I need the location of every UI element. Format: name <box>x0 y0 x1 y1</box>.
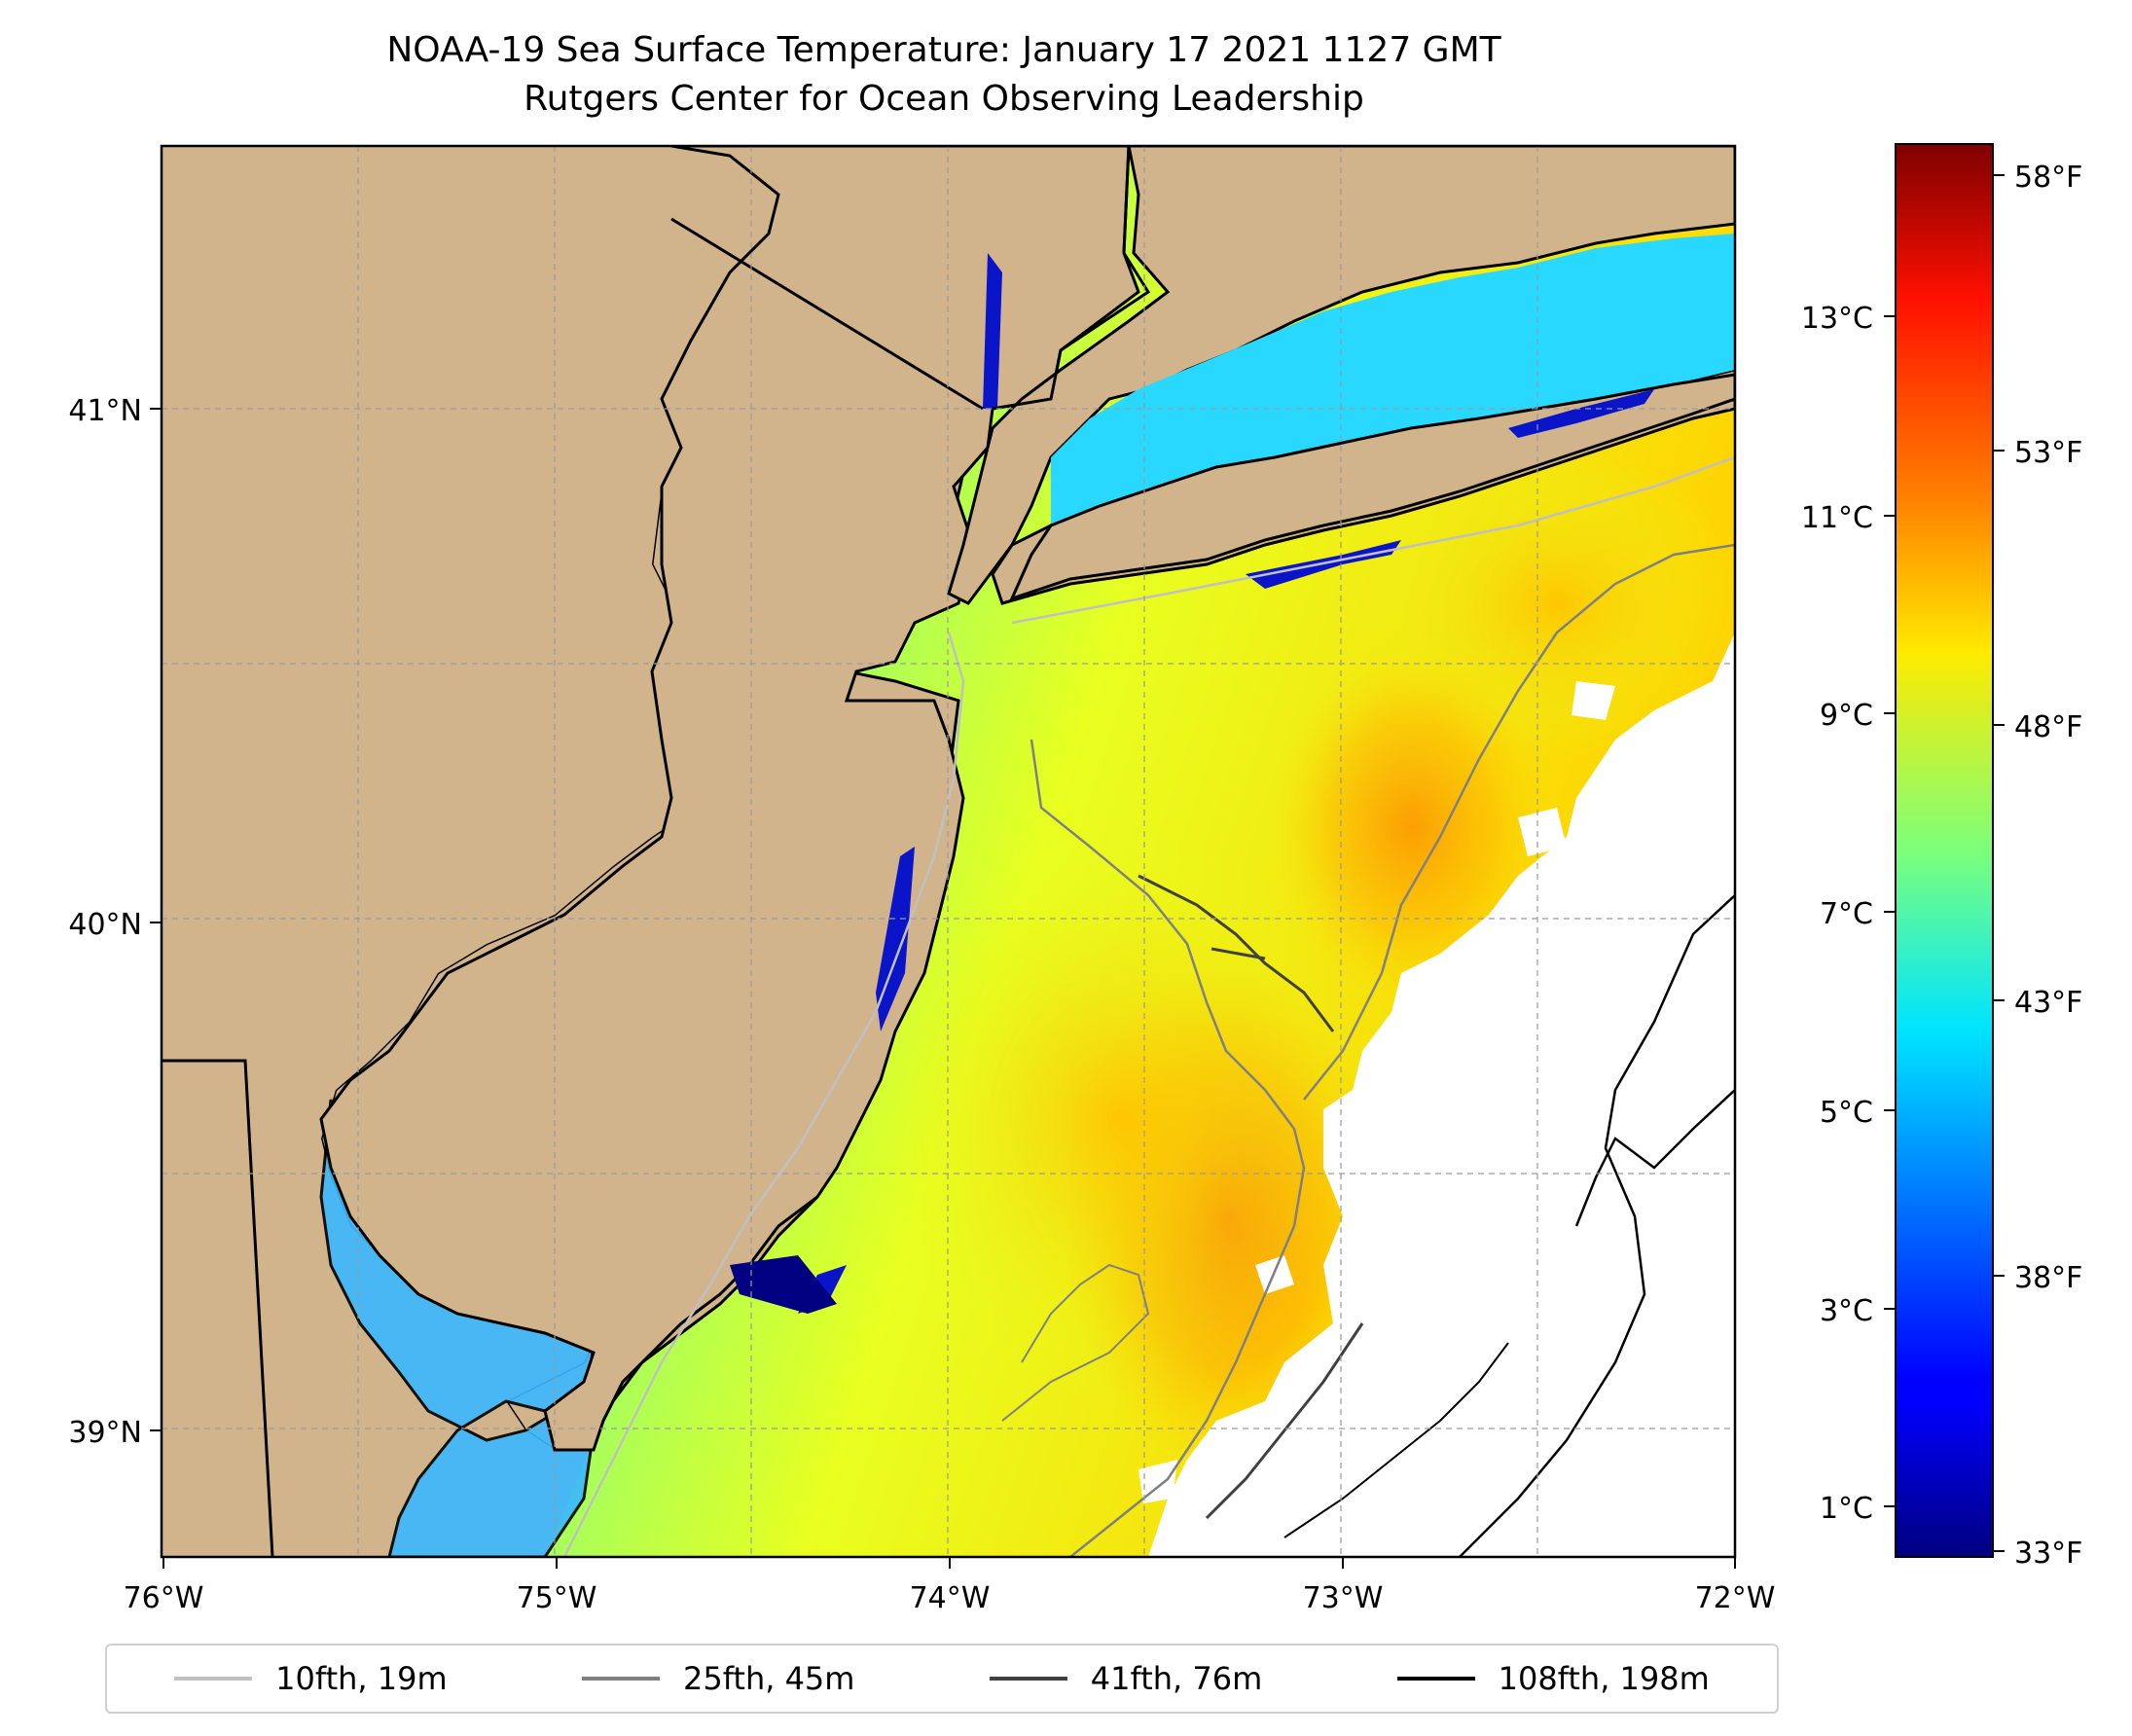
celsius-tick: 1°C <box>1820 1492 1873 1526</box>
map-frame <box>160 144 1737 1559</box>
legend-item-25fth: 25fth, 45m <box>581 1660 855 1697</box>
legend-item-108fth: 108fth, 198m <box>1396 1660 1710 1697</box>
contour-108fth <box>1459 894 1735 1557</box>
contour-10fth <box>562 632 965 1557</box>
legend-label: 10fth, 19m <box>275 1660 448 1697</box>
lon-tick-label: 75°W <box>517 1581 597 1615</box>
legend-swatch <box>1396 1677 1475 1681</box>
legend-item-41fth: 41fth, 76m <box>989 1660 1263 1697</box>
lat-tick-label: 41°N <box>68 394 142 428</box>
colorbar-f-ticks <box>1993 174 2005 1552</box>
land-new-york <box>947 146 1735 605</box>
land-nj-coast <box>319 146 1140 1452</box>
legend-label: 108fth, 198m <box>1498 1660 1710 1697</box>
fahrenheit-tick: 53°F <box>2014 436 2082 470</box>
gridlines <box>162 146 1735 1557</box>
contour-legend: 10fth, 19m 25fth, 45m 41fth, 76m 108fth,… <box>105 1644 1779 1714</box>
legend-swatch <box>174 1677 253 1681</box>
colorbar-c-ticks <box>1884 315 1896 1507</box>
celsius-tick: 13°C <box>1801 302 1873 336</box>
chart-subtitle: Rutgers Center for Ocean Observing Leade… <box>524 79 1364 119</box>
legend-label: 41fth, 76m <box>1090 1660 1263 1697</box>
land-pennsylvania <box>162 146 778 1557</box>
lon-tick-label: 74°W <box>910 1581 991 1615</box>
contour-41fth <box>1138 874 1335 1032</box>
lon-tick-label: 76°W <box>124 1581 204 1615</box>
long-island-sound <box>1051 234 1735 525</box>
lat-axis <box>150 408 162 1431</box>
lon-tick-label: 73°W <box>1303 1581 1384 1615</box>
fahrenheit-tick: 48°F <box>2014 710 2082 744</box>
contour-25fth <box>1030 739 1306 1557</box>
legend-swatch <box>989 1677 1067 1681</box>
celsius-tick: 11°C <box>1801 501 1873 535</box>
celsius-tick: 5°C <box>1820 1096 1873 1130</box>
fahrenheit-tick: 38°F <box>2014 1261 2082 1295</box>
no-data-region <box>1148 633 1735 1557</box>
fahrenheit-tick: 33°F <box>2014 1537 2082 1571</box>
lat-tick-label: 40°N <box>68 908 142 942</box>
fahrenheit-tick: 43°F <box>2014 986 2082 1020</box>
celsius-tick: 9°C <box>1820 699 1873 733</box>
colorbar <box>1895 143 1994 1558</box>
legend-label: 25fth, 45m <box>682 1660 855 1697</box>
celsius-tick: 7°C <box>1820 897 1873 931</box>
lat-tick-label: 39°N <box>68 1416 142 1450</box>
lon-tick-label: 72°W <box>1695 1581 1776 1615</box>
state-border <box>670 217 984 411</box>
chart-title: NOAA-19 Sea Surface Temperature: January… <box>386 30 1501 70</box>
lon-axis <box>163 1557 1736 1569</box>
legend-swatch <box>581 1677 660 1681</box>
legend-item-10fth: 10fth, 19m <box>174 1660 448 1697</box>
celsius-tick: 3°C <box>1820 1294 1873 1328</box>
fahrenheit-tick: 58°F <box>2014 161 2082 195</box>
